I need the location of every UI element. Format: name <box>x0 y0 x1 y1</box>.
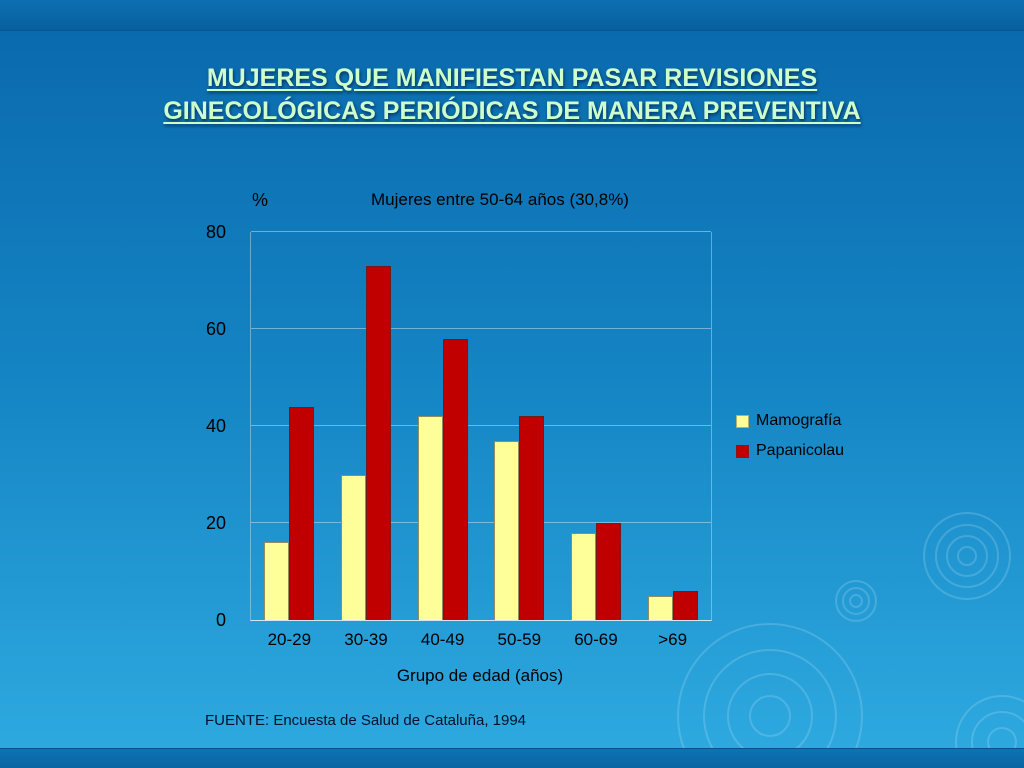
legend-label: Mamografía <box>756 412 842 429</box>
bar-mamografía <box>570 532 596 620</box>
y-tick-label: 20 <box>205 513 226 533</box>
y-axis-unit-label: % <box>252 190 269 210</box>
source-note: FUENTE: Encuesta de Salud de Cataluña, 1… <box>205 712 527 729</box>
bar-group: >69 <box>647 232 698 649</box>
bar-papanicolau <box>365 265 391 620</box>
legend-swatch <box>736 414 749 428</box>
slide-title-line2: GINECOLÓGICAS PERIÓDICAS DE MANERA PREVE… <box>163 96 861 125</box>
top-decoration-bar <box>0 0 1024 31</box>
ripple-group-right <box>923 512 1011 600</box>
bar-papanicolau <box>519 416 545 620</box>
ripple-group-large <box>677 623 863 768</box>
bar-papanicolau <box>442 338 468 620</box>
legend: Mamografía Papanicolau <box>736 412 844 472</box>
bar-group: 50-59 <box>494 232 545 649</box>
legend-item: Mamografía <box>736 412 844 430</box>
bar-mamografía <box>494 440 520 620</box>
bar-papanicolau <box>289 406 315 620</box>
bar-mamografía <box>340 474 366 620</box>
bottom-decoration-bar <box>0 748 1024 768</box>
category-label: >69 <box>658 630 688 649</box>
category-label: 20-29 <box>267 630 312 649</box>
category-label: 40-49 <box>420 630 465 649</box>
bar-group: 30-39 <box>340 232 391 649</box>
category-label: 30-39 <box>344 630 388 649</box>
slide-title-line1: MUJERES QUE MANIFIESTAN PASAR REVISIONES <box>206 64 818 92</box>
y-tick-label: 80 <box>205 222 226 242</box>
ripple-group-small <box>835 580 877 622</box>
gridline <box>251 522 711 523</box>
gridline <box>251 425 711 426</box>
bar-group: 20-29 <box>264 232 315 649</box>
legend-item: Papanicolau <box>736 442 844 460</box>
y-tick-label: 0 <box>215 610 226 630</box>
y-axis: 0 20 40 60 80 <box>190 222 240 630</box>
bar-group: 60-69 <box>570 232 621 649</box>
legend-swatch <box>736 444 749 458</box>
gridline <box>251 328 711 329</box>
slide-title: MUJERES QUE MANIFIESTAN PASAR REVISIONES… <box>92 62 932 127</box>
y-tick-label: 40 <box>205 416 226 436</box>
bar-papanicolau <box>595 523 621 620</box>
gridline <box>251 231 711 232</box>
category-label: 50-59 <box>497 630 542 649</box>
category-label: 60-69 <box>574 630 618 649</box>
bar-papanicolau <box>672 590 698 620</box>
x-axis-title: Grupo de edad (años) <box>396 666 564 685</box>
bar-group: 40-49 <box>417 232 468 649</box>
y-tick-label: 60 <box>205 319 226 339</box>
plot-area: 20-29 30-39 40-49 50-59 60-69 >69 <box>250 231 712 649</box>
bar-mamografía <box>417 416 443 620</box>
bar-mamografía <box>264 542 290 620</box>
chart-title: Mujeres entre 50-64 años (30,8%) <box>371 190 629 209</box>
bar-mamografía <box>647 595 673 620</box>
legend-label: Papanicolau <box>756 442 845 459</box>
